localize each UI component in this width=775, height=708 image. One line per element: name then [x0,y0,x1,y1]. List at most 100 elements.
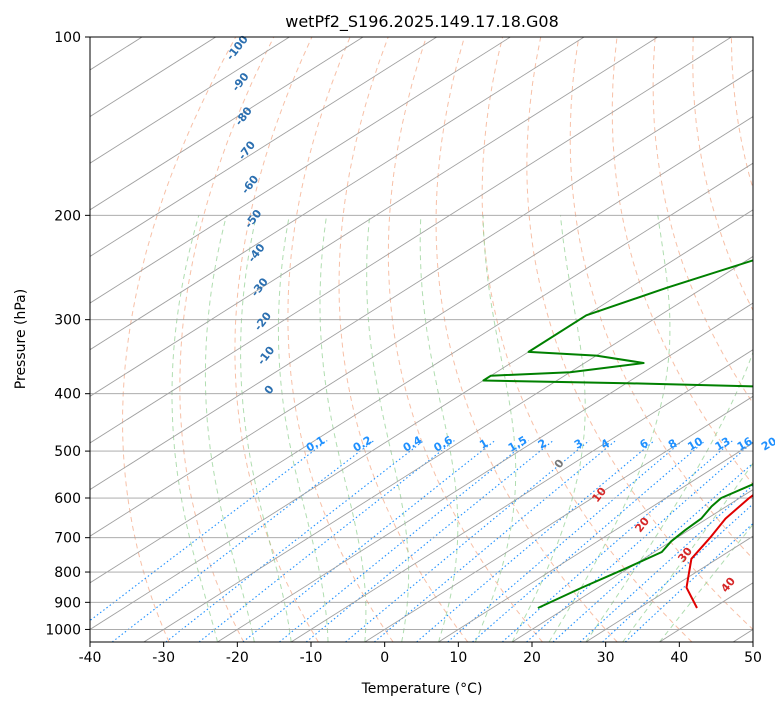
moist-adiabat-line [319,215,367,642]
chart-title: wetPf2_S196.2025.149.17.18.G08 [285,12,559,32]
moist-adiabat-line [240,215,292,642]
isotherm-label: 10 [589,485,609,505]
y-tick-label: 1000 [45,622,81,638]
x-tick-label: 0 [380,650,389,666]
dry-adiabat-line [652,37,753,405]
dry-adiabat-line [338,37,469,642]
grid-lines [90,37,753,642]
dry-adiabat-line [611,37,753,486]
isotherm-line [90,37,732,444]
mixing-ratio-line [111,440,375,642]
profile-series [482,259,753,609]
dry-adiabat-line [526,37,753,631]
dry-adiabat-line [122,37,237,642]
x-tick-label: 50 [744,650,762,666]
y-tick-label: 100 [54,30,81,46]
x-axis-label: Temperature (°C) [361,681,483,697]
isotherm-line [585,535,753,642]
x-tick-label: 30 [597,650,615,666]
axis-ticks: -40 -30 -20 -10 0 10 20 30 40 5010020030040050060… [45,30,762,666]
dry-adiabat-line [287,37,394,642]
isotherm-line [90,37,216,118]
x-tick-label: 10 [449,650,467,666]
isotherm-line [364,395,753,642]
isotherm-label: -50 [242,207,265,231]
isotherm-line [90,209,753,630]
isotherm-line [90,37,364,211]
isotherm-line [290,349,753,642]
mixing-ratio-line [501,440,733,642]
mixing-ratio-line [579,484,753,642]
mixing-ratio-label: 2 [536,437,549,452]
mixing-ratio-label: 4 [599,436,612,451]
y-tick-label: 200 [54,208,81,224]
x-tick-label: 40 [670,650,688,666]
isotherm-line [732,628,753,642]
isotherm-label: -20 [252,309,275,333]
isotherm-line [438,442,753,642]
isotherm-line [90,37,290,164]
mixing-ratio-line [526,441,753,642]
y-tick-label: 500 [54,444,81,460]
mixing-ratio-line [198,440,455,642]
moist-adiabat-line [171,215,218,642]
isotherm-line [90,37,437,257]
moist-adiabat-line [419,215,459,642]
x-tick-label: -40 [79,650,102,666]
isotherm-line [90,162,753,584]
y-tick-label: 300 [54,313,81,329]
moist-adiabat-line [204,215,255,642]
dry-adiabat-line [770,37,775,642]
background-lines [90,37,775,642]
mixing-ratio-label: 1 [477,437,490,452]
y-tick-label: 400 [54,387,81,403]
isotherm-line [90,37,511,304]
y-tick-label: 600 [54,491,81,507]
y-tick-label: 700 [54,531,81,547]
isotherm-label: 0 [262,383,277,397]
mixing-ratio-line [602,503,753,642]
isotherm-line [659,582,753,642]
dry-adiabat-line [435,37,618,642]
dewpoint-profile-line [482,259,753,609]
isotherm-label: -40 [245,241,268,265]
mixing-ratio-line [416,440,655,642]
dry-adiabat-line [179,37,275,642]
isotherm-label: -10 [255,344,278,368]
x-tick-label: -30 [152,650,175,666]
x-tick-label: -10 [300,650,323,666]
mixing-ratio-line [552,462,753,642]
moist-adiabat-line [511,215,586,642]
y-axis-label: Pressure (hPa) [13,289,29,389]
x-tick-label: -20 [226,650,249,666]
mixing-ratio-line [165,440,425,642]
isotherm-line [90,37,585,351]
moist-adiabat-line [659,523,753,642]
isotherm-line [143,255,753,642]
dry-adiabat-line [569,37,753,560]
temperature-profile-line [685,494,753,609]
mixing-ratio-line [447,440,684,642]
mixing-ratio-line [373,440,617,642]
mixing-ratio-label: 6 [637,436,650,451]
mixing-ratio-line [345,440,590,642]
isotherm-line [90,69,753,491]
isotherm-label: -90 [229,70,252,94]
mixing-ratio-line [305,440,554,642]
dry-adiabat-line [692,37,753,312]
isotherm-line [90,37,658,397]
mixing-ratio-line [472,440,706,642]
isotherm-line [90,116,753,537]
mixing-ratio-line [279,440,529,642]
isotherm-label: 40 [718,575,738,595]
moist-adiabat-line [366,215,410,642]
mixing-ratio-label: 20 [759,434,775,453]
isotherm-label: -70 [236,138,259,162]
dry-adiabat-line [234,37,319,642]
moist-adiabat-line [622,462,753,642]
moist-adiabat-line [585,350,753,642]
isotherm-label: -30 [248,275,271,299]
dry-adiabat-line [387,37,543,642]
isotherm-line [217,302,753,642]
